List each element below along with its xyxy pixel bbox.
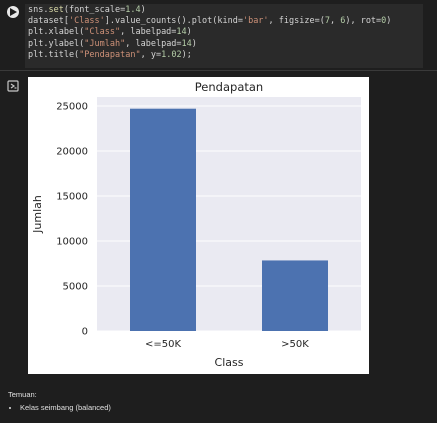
list-item: Kelas seimbang (balanced) — [20, 402, 111, 413]
play-icon — [10, 8, 17, 16]
code-line: plt.xlabel("Class", labelpad=14) — [28, 27, 192, 38]
chart-output: 0 5000 10000 15000 20000 25000 <=50K >50K Pend… — [28, 77, 369, 374]
code-editor[interactable]: sns.set(font_scale=1.4) dataset['Class'].… — [25, 4, 423, 68]
x-tick-label: <=50K — [145, 339, 181, 350]
code-line: dataset['Class'].value_counts().plot(kin… — [28, 16, 392, 27]
y-tick-label: 5000 — [63, 282, 88, 293]
y-tick-label: 10000 — [56, 237, 88, 248]
run-cell-button[interactable] — [7, 6, 19, 18]
x-tick-label: >50K — [281, 339, 309, 350]
x-axis-label: Class — [215, 356, 244, 369]
bar — [262, 260, 328, 331]
y-tick-label: 25000 — [56, 102, 88, 113]
bars — [130, 108, 328, 331]
code-line: sns.set(font_scale=1.4) — [28, 5, 146, 15]
chart-title: Pendapatan — [195, 80, 263, 94]
y-axis-label: Jumlah — [31, 195, 44, 234]
notes-list: Kelas seimbang (balanced) — [0, 402, 111, 413]
output-toggle-icon[interactable] — [7, 77, 19, 92]
code-line: plt.title("Pendapatan", y=1.02); — [28, 49, 192, 60]
y-tick-labels: 0 5000 10000 15000 20000 25000 — [56, 102, 88, 338]
bar-chart: 0 5000 10000 15000 20000 25000 <=50K >50K Pend… — [31, 80, 361, 369]
markdown-notes: Temuan: Kelas seimbang (balanced) — [0, 380, 437, 423]
bar — [130, 108, 196, 331]
cell-divider — [0, 70, 437, 71]
code-line: plt.ylabel("Jumlah", labelpad=14) — [28, 38, 197, 49]
code-cell[interactable]: sns.set(font_scale=1.4) dataset['Class'].… — [0, 0, 437, 70]
y-tick-label: 0 — [82, 327, 88, 338]
notes-title: Temuan: — [8, 390, 37, 399]
y-tick-label: 20000 — [56, 147, 88, 158]
x-tick-labels: <=50K >50K — [145, 339, 309, 350]
y-tick-label: 15000 — [56, 192, 88, 203]
